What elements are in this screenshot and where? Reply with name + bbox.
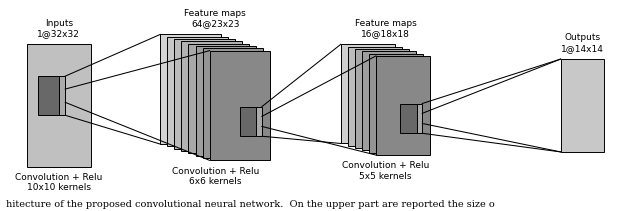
- Bar: [196, 46, 256, 156]
- Bar: [348, 47, 402, 146]
- Text: Convolution + Relu
6x6 kernels: Convolution + Relu 6x6 kernels: [172, 167, 259, 186]
- Bar: [202, 48, 264, 158]
- Bar: [160, 34, 221, 144]
- Bar: [417, 104, 422, 133]
- Text: Inputs
1@32x32: Inputs 1@32x32: [38, 19, 80, 38]
- Bar: [174, 39, 236, 149]
- Bar: [182, 41, 243, 151]
- Bar: [27, 44, 91, 167]
- Text: Outputs
1@14x14: Outputs 1@14x14: [561, 33, 604, 53]
- Bar: [355, 49, 410, 148]
- Bar: [38, 76, 59, 115]
- Bar: [362, 51, 417, 150]
- Text: Feature maps
64@23x23: Feature maps 64@23x23: [184, 9, 246, 28]
- Bar: [240, 107, 257, 136]
- Bar: [188, 44, 249, 153]
- Bar: [210, 51, 270, 160]
- Bar: [168, 37, 228, 146]
- Bar: [59, 76, 65, 115]
- Text: Feature maps
16@18x18: Feature maps 16@18x18: [355, 19, 417, 38]
- Text: Convolution + Relu
10x10 kernels: Convolution + Relu 10x10 kernels: [15, 173, 102, 192]
- Bar: [401, 104, 417, 133]
- Bar: [561, 59, 604, 152]
- Bar: [369, 54, 424, 153]
- Text: hitecture of the proposed convolutional neural network.  On the upper part are r: hitecture of the proposed convolutional …: [6, 200, 495, 209]
- Bar: [340, 44, 395, 143]
- Text: Convolution + Relu
5x5 kernels: Convolution + Relu 5x5 kernels: [342, 161, 429, 181]
- Bar: [376, 56, 430, 155]
- Bar: [257, 107, 262, 136]
